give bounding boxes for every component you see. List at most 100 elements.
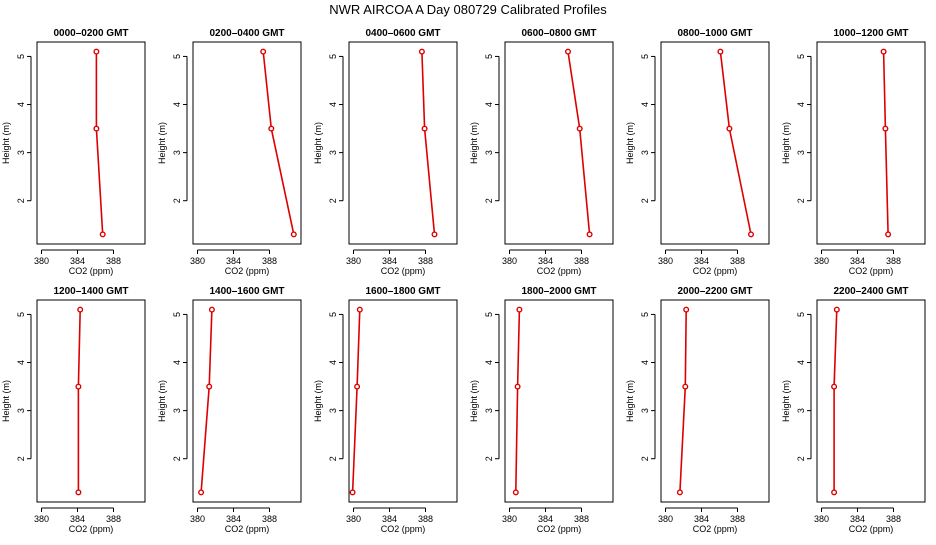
y-axis-label: Height (m) (157, 380, 167, 422)
x-tick-label: 380 (658, 514, 673, 524)
data-point (268, 125, 275, 132)
x-tick-label: 384 (538, 514, 553, 524)
data-point (512, 489, 519, 496)
y-tick-label: 2 (484, 456, 494, 461)
x-axis-label: CO2 (ppm) (225, 266, 270, 276)
panel-1: 0000–0200 GMT 380 384 388 2 3 4 5 CO2 (ppm) Heigh… (1, 28, 146, 276)
panel-8: 1400–1600 GMT 380 384 388 2 3 4 5 CO2 (ppm) Heigh… (157, 286, 302, 534)
data-point (198, 489, 205, 496)
panel-9: 1600–1800 GMT 380 384 388 2 3 4 5 CO2 (ppm) Heigh… (313, 286, 458, 534)
series-line (95, 51, 104, 235)
data-point (418, 48, 425, 55)
y-tick-label: 2 (172, 456, 182, 461)
y-tick-label: 2 (796, 198, 806, 203)
x-tick-label: 384 (694, 256, 709, 266)
x-tick-label: 384 (850, 514, 865, 524)
plot-frame (192, 299, 302, 503)
data-point (93, 125, 100, 132)
x-axis-label: CO2 (ppm) (693, 266, 738, 276)
y-tick-label: 2 (640, 198, 650, 203)
data-point (77, 306, 84, 313)
x-tick-label: 388 (574, 514, 589, 524)
y-tick-label: 3 (640, 150, 650, 155)
y-tick-label: 2 (16, 456, 26, 461)
x-tick-label: 388 (106, 514, 121, 524)
y-tick-label: 5 (484, 312, 494, 317)
x-tick-label: 380 (814, 256, 829, 266)
plot-frame (816, 41, 926, 245)
panel-2: 0200–0400 GMT 380 384 388 2 3 4 5 CO2 (ppm) Heigh… (157, 28, 302, 276)
y-tick-label: 4 (16, 360, 26, 365)
plot-frame (816, 299, 926, 503)
x-tick-label: 380 (34, 256, 49, 266)
series-line (833, 309, 838, 493)
x-axis-label: CO2 (ppm) (693, 524, 738, 534)
y-tick-label: 2 (16, 198, 26, 203)
data-point (576, 125, 583, 132)
y-tick-label: 3 (484, 408, 494, 413)
x-tick-label: 380 (502, 256, 517, 266)
y-tick-label: 4 (328, 102, 338, 107)
y-tick-label: 5 (172, 54, 182, 59)
series-line (200, 309, 213, 493)
x-tick-label: 380 (190, 514, 205, 524)
y-tick-label: 2 (328, 198, 338, 203)
plot-frame (348, 41, 458, 245)
y-tick-label: 3 (328, 150, 338, 155)
panel-title: 2000–2200 GMT (677, 286, 752, 297)
data-point (208, 306, 215, 313)
x-tick-label: 380 (502, 514, 517, 524)
y-tick-label: 4 (16, 102, 26, 107)
y-tick-label: 2 (640, 456, 650, 461)
y-axis-label: Height (m) (469, 122, 479, 164)
y-axis-label: Height (m) (781, 122, 791, 164)
x-tick-label: 380 (190, 256, 205, 266)
x-tick-label: 380 (34, 514, 49, 524)
y-tick-label: 3 (16, 408, 26, 413)
data-point (206, 383, 213, 390)
y-tick-label: 3 (16, 150, 26, 155)
x-tick-label: 388 (418, 514, 433, 524)
data-point (354, 383, 361, 390)
panel-12: 2200–2400 GMT 380 384 388 2 3 4 5 CO2 (ppm) Heigh… (781, 286, 926, 534)
y-tick-label: 4 (328, 360, 338, 365)
panel-title: 0800–1000 GMT (677, 28, 752, 39)
data-point (880, 48, 887, 55)
panel-6: 1000–1200 GMT 380 384 388 2 3 4 5 CO2 (ppm) Heigh… (781, 28, 926, 276)
y-tick-label: 5 (484, 54, 494, 59)
data-point (717, 48, 724, 55)
data-point (421, 125, 428, 132)
x-tick-label: 384 (70, 256, 85, 266)
panel-11: 2000–2200 GMT 380 384 388 2 3 4 5 CO2 (ppm) Heigh… (625, 286, 770, 534)
series-line (567, 51, 591, 235)
x-tick-label: 384 (694, 514, 709, 524)
y-tick-label: 4 (172, 360, 182, 365)
x-tick-label: 380 (346, 514, 361, 524)
series-line (77, 309, 81, 493)
x-axis-label: CO2 (ppm) (849, 266, 894, 276)
data-point (882, 125, 889, 132)
data-point (831, 383, 838, 390)
y-tick-label: 3 (640, 408, 650, 413)
y-tick-label: 4 (484, 102, 494, 107)
x-tick-label: 384 (382, 256, 397, 266)
plot-frame (660, 299, 770, 503)
panel-title: 1400–1600 GMT (209, 286, 284, 297)
y-tick-label: 3 (172, 150, 182, 155)
y-tick-label: 5 (640, 312, 650, 317)
x-axis-label: CO2 (ppm) (849, 524, 894, 534)
x-tick-label: 384 (538, 256, 553, 266)
series-line (679, 309, 687, 493)
data-point (676, 489, 683, 496)
y-tick-label: 5 (172, 312, 182, 317)
y-tick-label: 4 (640, 360, 650, 365)
panel-title: 0600–0800 GMT (521, 28, 596, 39)
panel-title: 0000–0200 GMT (53, 28, 128, 39)
data-point (748, 231, 755, 238)
series-line (515, 309, 521, 493)
x-tick-label: 384 (226, 256, 241, 266)
y-tick-label: 5 (640, 54, 650, 59)
data-point (565, 48, 572, 55)
series-line (882, 51, 889, 235)
plot-frame (36, 41, 146, 245)
